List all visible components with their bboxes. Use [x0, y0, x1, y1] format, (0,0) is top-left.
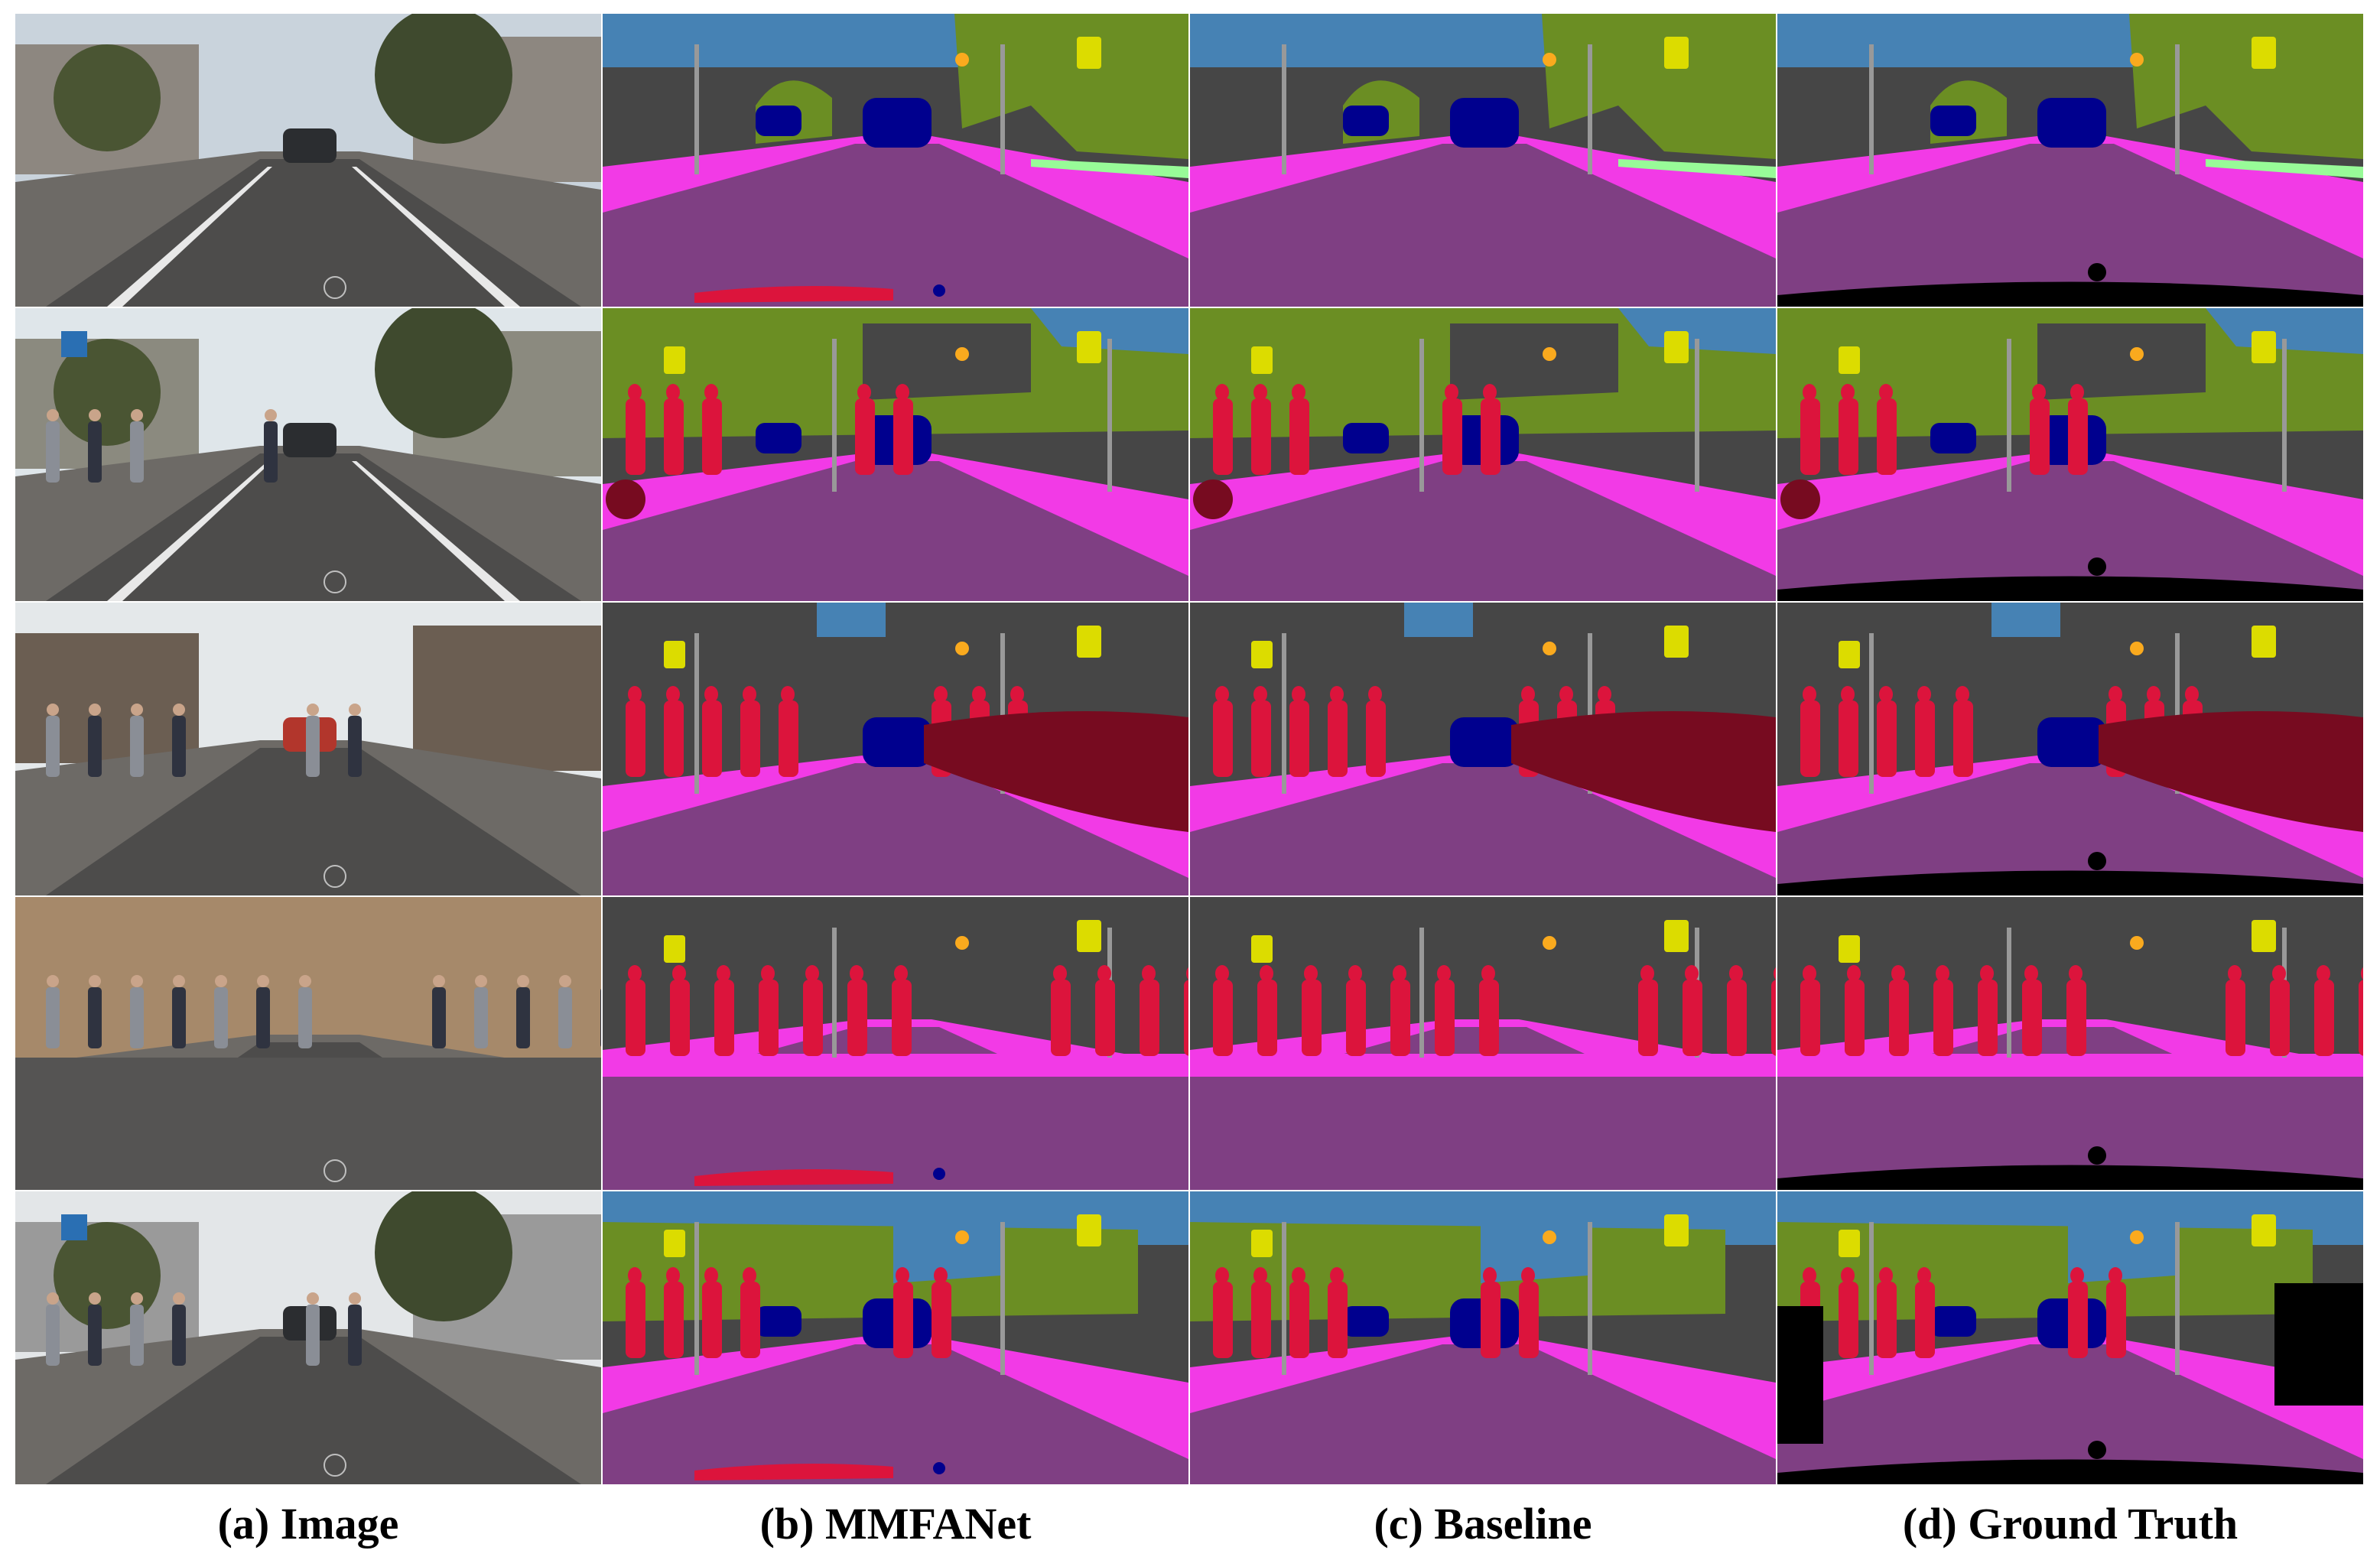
image-row-3-graphic: [15, 603, 601, 895]
caption-mmfanet: (b) MMFANet: [759, 1499, 1032, 1549]
panel-mmfanet-row-1: [603, 14, 1188, 307]
ground-truth-row-4-graphic: [1777, 897, 2363, 1190]
panel-mmfanet-row-4: [603, 897, 1188, 1190]
panel-mmfanet-row-3: [603, 603, 1188, 895]
image-row-5-graphic: [15, 1191, 601, 1484]
panel-image-row-1: [15, 14, 601, 307]
panel-mmfanet-row-5: [603, 1191, 1188, 1484]
panel-baseline-row-2: [1190, 308, 1776, 601]
image-row-1-graphic: [15, 14, 601, 307]
panel-image-row-2: [15, 308, 601, 601]
mmfanet-row-4-graphic: [603, 897, 1188, 1190]
panel-baseline-row-4: [1190, 897, 1776, 1190]
panel-baseline-row-3: [1190, 603, 1776, 895]
baseline-row-1-graphic: [1190, 14, 1776, 307]
ground-truth-row-3-graphic: [1777, 603, 2363, 895]
mmfanet-row-3-graphic: [603, 603, 1188, 895]
baseline-row-2-graphic: [1190, 308, 1776, 601]
ground-truth-row-2-graphic: [1777, 308, 2363, 601]
panel-baseline-row-5: [1190, 1191, 1776, 1484]
ground-truth-row-5-graphic: [1777, 1191, 2363, 1484]
panel-grid: [15, 14, 2365, 1493]
panel-image-row-5: [15, 1191, 601, 1484]
panel-ground-truth-row-3: [1777, 603, 2363, 895]
panel-ground-truth-row-1: [1777, 14, 2363, 307]
ground-truth-row-1-graphic: [1777, 14, 2363, 307]
panel-mmfanet-row-2: [603, 308, 1188, 601]
mmfanet-row-5-graphic: [603, 1191, 1188, 1484]
image-row-2-graphic: [15, 308, 601, 601]
caption-ground-truth: (d) Ground Truth: [1902, 1499, 2239, 1549]
caption-baseline: (c) Baseline: [1374, 1499, 1592, 1549]
panel-image-row-4: [15, 897, 601, 1190]
caption-image: (a) Image: [217, 1499, 399, 1549]
mmfanet-row-2-graphic: [603, 308, 1188, 601]
baseline-row-5-graphic: [1190, 1191, 1776, 1484]
panel-ground-truth-row-4: [1777, 897, 2363, 1190]
mmfanet-row-1-graphic: [603, 14, 1188, 307]
panel-image-row-3: [15, 603, 601, 895]
baseline-row-3-graphic: [1190, 603, 1776, 895]
image-row-4-graphic: [15, 897, 601, 1190]
panel-ground-truth-row-2: [1777, 308, 2363, 601]
panel-ground-truth-row-5: [1777, 1191, 2363, 1484]
panel-baseline-row-1: [1190, 14, 1776, 307]
baseline-row-4-graphic: [1190, 897, 1776, 1190]
